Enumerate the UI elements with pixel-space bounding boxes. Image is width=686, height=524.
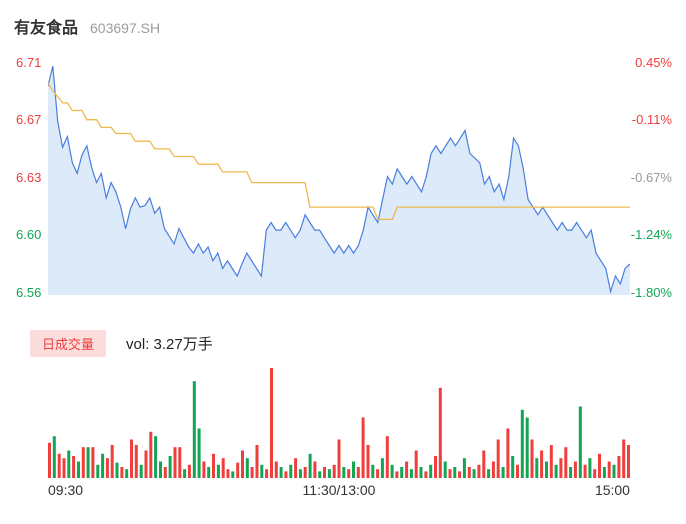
volume-pane — [48, 360, 630, 478]
pct-axis-label: -0.11% — [631, 112, 672, 127]
pct-axis-label: 0.45% — [635, 55, 672, 70]
volume-value: vol: 3.27万手 — [126, 336, 213, 353]
price-chart[interactable] — [48, 53, 630, 303]
price-pane: 6.71 6.67 6.63 6.60 6.56 0.45% -0.11% -0… — [0, 50, 686, 310]
price-axis-label: 6.56 — [16, 285, 42, 300]
time-label-close: 15:00 — [594, 482, 630, 498]
time-label-open: 09:30 — [48, 482, 84, 498]
time-axis: 09:30 11:30/13:00 15:00 — [48, 482, 630, 498]
pct-axis-label: -1.80% — [630, 285, 672, 300]
price-axis-label: 6.60 — [16, 227, 42, 242]
volume-legend-row: 日成交量 vol: 3.27万手 — [30, 330, 213, 357]
header: 有友食品 603697.SH — [14, 14, 160, 38]
pct-axis-label: -1.24% — [630, 227, 672, 242]
volume-chart[interactable] — [48, 360, 630, 478]
stock-code: 603697.SH — [90, 20, 161, 36]
stock-name: 有友食品 — [14, 20, 79, 37]
time-label-midday: 11:30/13:00 — [302, 482, 376, 498]
pct-axis-label: -0.67% — [630, 170, 672, 185]
price-axis-label: 6.67 — [16, 112, 42, 127]
price-axis-label: 6.63 — [16, 170, 42, 185]
volume-legend-badge[interactable]: 日成交量 — [30, 330, 107, 357]
price-axis-label: 6.71 — [16, 55, 42, 70]
